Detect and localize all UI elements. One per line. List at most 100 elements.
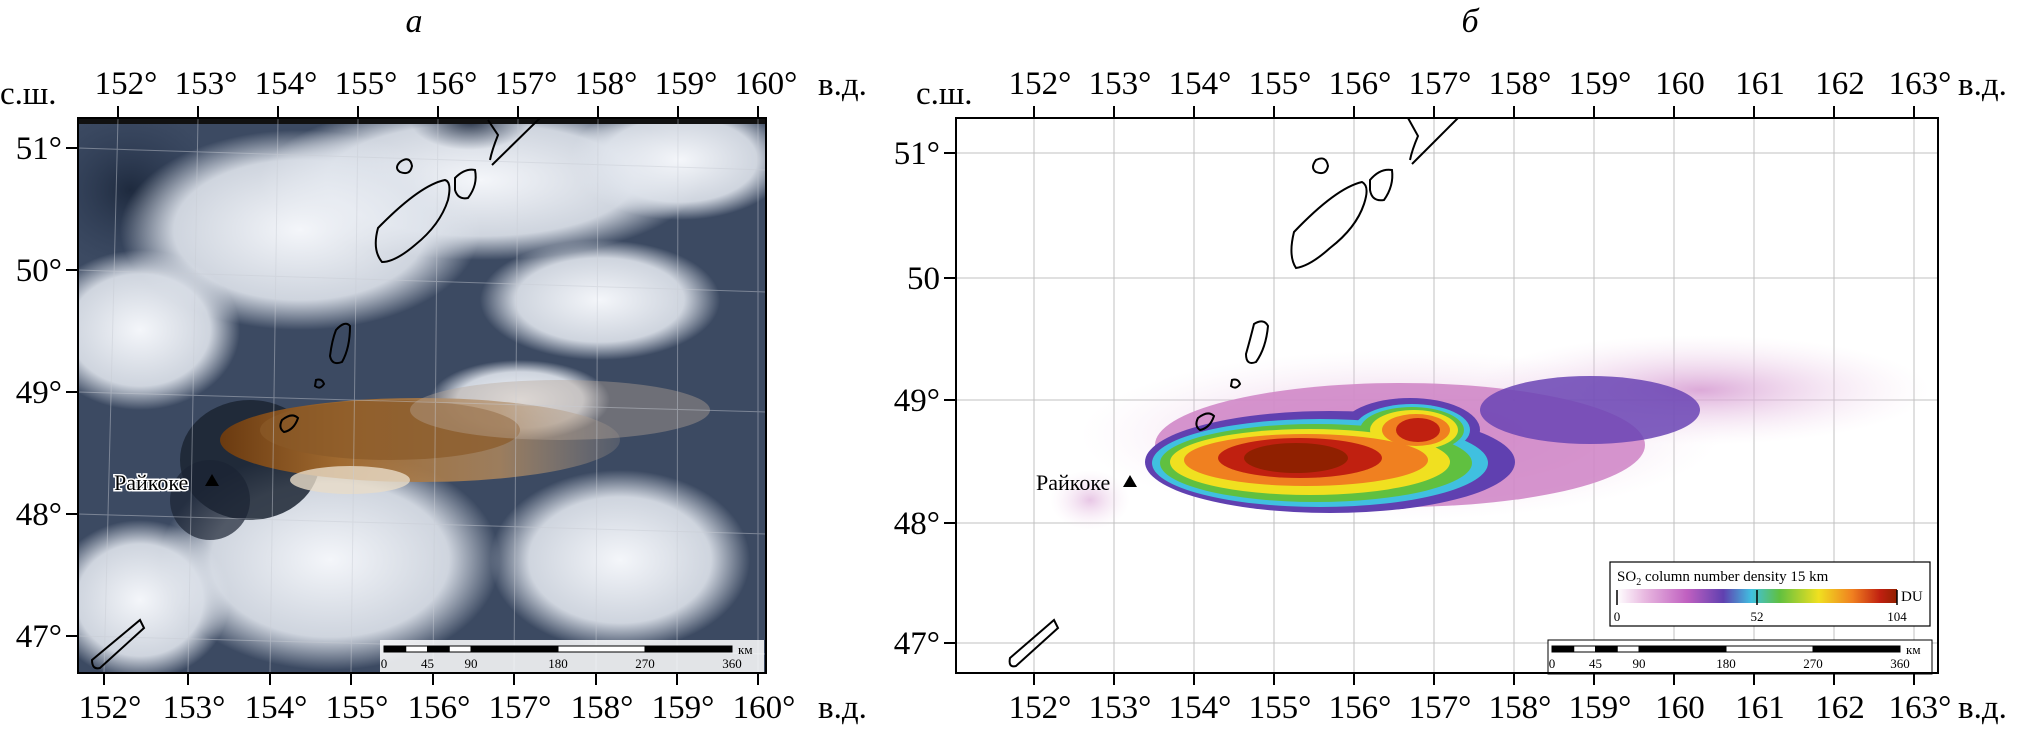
so2-legend-tick-max: 104 bbox=[1887, 609, 1907, 624]
panel-a-bottom-lon-tick-label: 157° bbox=[489, 690, 552, 726]
panel-a-bottom-lon-tick-label: 160° bbox=[733, 690, 796, 726]
panel-a-scale-label: 360 bbox=[722, 656, 742, 671]
panel-a-lat-tick-label: 48° bbox=[16, 497, 62, 533]
panel-a-coastlines bbox=[90, 117, 541, 670]
so2-legend-unit: DU bbox=[1901, 589, 1923, 605]
panel-b-bottom-lon-tick-label: 154° bbox=[1169, 690, 1232, 726]
satellite-image bbox=[78, 118, 766, 673]
panel-b-letter: б bbox=[1461, 3, 1480, 40]
panel-a-volcano-label: Райкоке bbox=[114, 470, 188, 495]
panel-a-lat-tick-label: 51° bbox=[16, 131, 62, 167]
panel-a-lat-tick-label: 49° bbox=[16, 375, 62, 411]
panel-a-scale-label: 180 bbox=[548, 656, 568, 671]
panel-b-bottom-lon-tick-label: 156° bbox=[1329, 690, 1392, 726]
panel-a-frame bbox=[77, 117, 767, 674]
panel-b-scale-label: 90 bbox=[1633, 656, 1646, 671]
panel-a-top-lon-tick-label: 152° bbox=[95, 66, 158, 102]
panel-b-top-lon-tick-label: 155° bbox=[1249, 66, 1312, 102]
panel-b-scale-label: 270 bbox=[1803, 656, 1823, 671]
panel-a-top-lon-ticks: 152° 153° 154° 155° 156° 157° 158° 159° 160° bbox=[95, 66, 797, 118]
panel-a-scale-label: 270 bbox=[635, 656, 655, 671]
panel-a-lat-tick-label: 50° bbox=[16, 253, 62, 289]
panel-a-bottom-lon-tick-label: 156° bbox=[408, 690, 471, 726]
so2-density-field bbox=[1050, 335, 1930, 530]
panel-a-top-lon-tick-label: 155° bbox=[335, 66, 398, 102]
panel-b-lat-unit-label: с.ш. bbox=[916, 76, 973, 112]
panel-a-lon-unit-label-top: в.д. bbox=[818, 67, 867, 103]
panel-b-bottom-lon-tick-label: 153° bbox=[1089, 690, 1152, 726]
panel-a-top-lon-tick-label: 153° bbox=[175, 66, 238, 102]
panel-b-top-lon-tick-label: 153° bbox=[1089, 66, 1152, 102]
panel-b-top-lon-tick-label: 154° bbox=[1169, 66, 1232, 102]
panel-b-lat-tick-label: 47° bbox=[894, 626, 940, 662]
panel-a-volcano-marker: Райкоке bbox=[113, 469, 219, 497]
panel-a-bottom-lon-tick-label: 158° bbox=[571, 690, 634, 726]
panel-b-bottom-lon-tick-label: 152° bbox=[1009, 690, 1072, 726]
panel-a-top-lon-tick-label: 157° bbox=[495, 66, 558, 102]
panel-b-lat-tick-label: 51° bbox=[894, 136, 940, 172]
panel-a-bottom-lon-tick-label: 153° bbox=[163, 690, 226, 726]
panel-b-top-lon-tick-label: 159° bbox=[1569, 66, 1632, 102]
panel-b-scale-label: 45 bbox=[1589, 656, 1602, 671]
panel-b-top-lon-ticks: 152° 153° 154° 155° 156° 157° 158° 159° 160 161 16… bbox=[1009, 66, 1951, 118]
panel-b-frame bbox=[955, 117, 1939, 674]
panel-a-scale-unit: км bbox=[738, 642, 753, 657]
panel-a-scale-label: 90 bbox=[465, 656, 478, 671]
panel-b-bottom-lon-tick-label: 160 bbox=[1655, 690, 1705, 726]
panel-a: а с.ш. в.д. в.д. 152° 153° 154° 155° 156° 157… bbox=[0, 3, 867, 726]
panel-b-top-lon-tick-label: 162 bbox=[1815, 66, 1865, 102]
panel-b-bottom-lon-tick-label: 163° bbox=[1889, 690, 1952, 726]
panel-b-bottom-lon-tick-label: 162 bbox=[1815, 690, 1865, 726]
panel-b-top-lon-tick-label: 161 bbox=[1735, 66, 1785, 102]
panel-b-bottom-lon-tick-label: 158° bbox=[1489, 690, 1552, 726]
panel-b-scale-unit: км bbox=[1906, 642, 1921, 657]
panel-b-lat-ticks: 51° 50 49° 48° 47° bbox=[894, 136, 956, 662]
so2-legend-title: SO2 column number density 15 km bbox=[1617, 569, 1829, 588]
panel-a-scale-label: 0 bbox=[381, 656, 388, 671]
panel-b-bottom-lon-tick-label: 155° bbox=[1249, 690, 1312, 726]
panel-a-bottom-lon-tick-label: 152° bbox=[79, 690, 142, 726]
panel-a-top-lon-tick-label: 154° bbox=[255, 66, 318, 102]
panel-b-volcano-marker: Райкоке bbox=[1036, 470, 1137, 495]
panel-a-letter: а bbox=[406, 3, 423, 40]
panel-b-lon-unit-label-bottom: в.д. bbox=[1958, 690, 2007, 726]
so2-legend-title-suffix: column number density 15 km bbox=[1641, 569, 1828, 585]
panel-b-top-lon-tick-label: 152° bbox=[1009, 66, 1072, 102]
so2-legend-tick-min: 0 bbox=[1614, 609, 1621, 624]
panel-a-top-lon-tick-label: 156° bbox=[415, 66, 478, 102]
panel-b-scale-label: 180 bbox=[1716, 656, 1736, 671]
panel-a-bottom-lon-ticks: 152° 153° 154° 155° 156° 157° 158° 159° 160° bbox=[79, 673, 796, 726]
panel-a-scale-label: 45 bbox=[421, 656, 434, 671]
panel-b-bottom-lon-tick-label: 157° bbox=[1409, 690, 1472, 726]
panel-a-lon-unit-label-bottom: в.д. bbox=[818, 690, 867, 726]
panel-b-top-lon-tick-label: 160 bbox=[1655, 66, 1705, 102]
panel-b-volcano-label: Райкоке bbox=[1036, 470, 1110, 495]
so2-legend: SO2 column number density 15 km DU 0 52 … bbox=[1609, 561, 1931, 627]
panel-b: б с.ш. в.д. в.д. 152° 153° 154° 155° 156° 157… bbox=[894, 3, 2007, 726]
panel-b-top-lon-tick-label: 156° bbox=[1329, 66, 1392, 102]
panel-b-lat-tick-label: 48° bbox=[894, 506, 940, 542]
panel-b-bottom-lon-ticks: 152° 153° 154° 155° 156° 157° 158° 159° 160 161 16… bbox=[1009, 673, 1952, 726]
panel-a-lat-unit-label: с.ш. bbox=[0, 76, 57, 112]
panel-b-top-lon-tick-label: 157° bbox=[1409, 66, 1472, 102]
panel-b-bottom-lon-tick-label: 159° bbox=[1569, 690, 1632, 726]
so2-legend-title-subscript: 2 bbox=[1636, 577, 1641, 588]
panel-b-lat-tick-label: 50 bbox=[907, 261, 940, 297]
panel-a-bottom-lon-tick-label: 155° bbox=[326, 690, 389, 726]
panel-b-scale-label: 0 bbox=[1549, 656, 1556, 671]
panel-a-lat-ticks: 51° 50° 49° 48° 47° bbox=[16, 131, 78, 655]
panel-b-lat-tick-label: 49° bbox=[894, 383, 940, 419]
so2-legend-title-prefix: SO bbox=[1617, 569, 1636, 585]
panel-b-coastlines bbox=[1008, 117, 1459, 668]
panel-a-lat-tick-label: 47° bbox=[16, 619, 62, 655]
panel-b-lon-unit-label-top: в.д. bbox=[1958, 67, 2007, 103]
panel-a-bottom-lon-tick-label: 154° bbox=[245, 690, 308, 726]
panel-a-top-lon-tick-label: 159° bbox=[655, 66, 718, 102]
panel-a-bottom-lon-tick-label: 159° bbox=[652, 690, 715, 726]
panel-b-top-lon-tick-label: 158° bbox=[1489, 66, 1552, 102]
panel-a-top-lon-tick-label: 158° bbox=[575, 66, 638, 102]
panel-b-scale-label: 360 bbox=[1890, 656, 1910, 671]
panel-b-bottom-lon-tick-label: 161 bbox=[1735, 690, 1785, 726]
